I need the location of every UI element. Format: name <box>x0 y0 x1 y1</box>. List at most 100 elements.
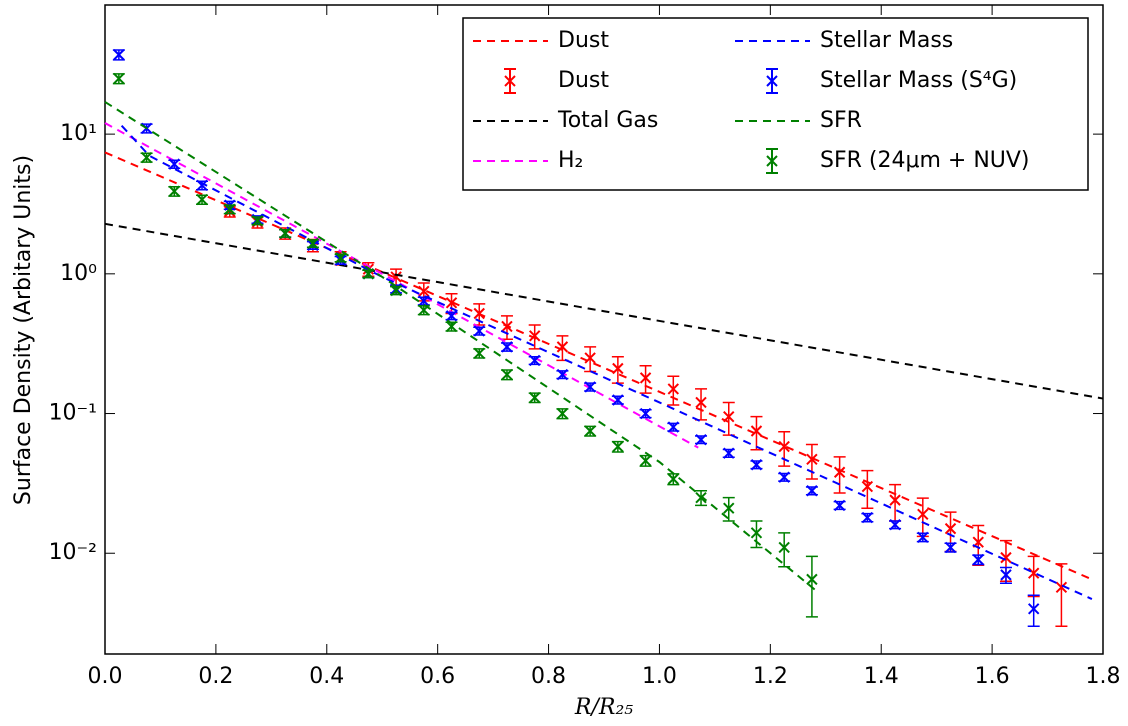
legend-label: Dust <box>558 28 609 53</box>
marker <box>806 485 818 497</box>
marker <box>307 237 319 250</box>
error-point <box>223 203 236 215</box>
error-point <box>445 320 458 333</box>
marker <box>972 553 984 566</box>
marker <box>750 425 763 437</box>
legend-label: SFR <box>820 108 862 133</box>
marker <box>695 491 707 504</box>
legend-label: Dust <box>558 68 609 93</box>
marker <box>418 295 430 307</box>
error-point <box>1027 555 1040 598</box>
legend-label: SFR (24μm + NUV) <box>820 148 1030 173</box>
error-point <box>417 282 430 302</box>
error-bar <box>750 415 763 451</box>
x-tick-label: 0.6 <box>420 664 455 689</box>
marker <box>556 407 569 420</box>
error-bar <box>695 388 708 421</box>
x-axis-label: R/R₂₅ <box>574 695 633 720</box>
x-tick-label: 1.4 <box>864 664 899 689</box>
marker <box>473 307 485 320</box>
error-point <box>639 454 652 467</box>
error-point <box>251 215 264 227</box>
marker <box>639 372 652 384</box>
marker <box>639 407 652 420</box>
error-point <box>500 341 513 353</box>
marker <box>445 297 458 309</box>
error-point <box>196 179 209 192</box>
model-line <box>104 122 699 449</box>
error-bar <box>778 532 791 568</box>
marker <box>528 391 541 404</box>
legend-swatch <box>766 68 778 94</box>
error-point <box>639 364 652 394</box>
error-point <box>944 541 957 554</box>
error-bar <box>1027 594 1040 628</box>
marker <box>833 499 846 512</box>
error-bar <box>861 469 874 509</box>
marker <box>556 341 569 353</box>
error-point <box>417 304 430 316</box>
error-point <box>639 407 652 420</box>
marker <box>889 494 901 506</box>
legend-swatch <box>504 68 516 94</box>
error-point <box>916 531 929 544</box>
marker <box>362 268 375 280</box>
marker <box>778 541 790 554</box>
x-tick-label: 0.4 <box>309 664 344 689</box>
error-point <box>722 401 735 436</box>
x-tick-label: 0.0 <box>88 664 123 689</box>
error-point <box>473 303 486 326</box>
x-tick-label: 1.0 <box>642 664 677 689</box>
marker <box>251 215 264 227</box>
x-tick-label: 1.8 <box>1086 664 1121 689</box>
error-point <box>778 532 791 568</box>
y-tick-label: 10¹ <box>60 121 97 146</box>
error-bar <box>805 555 818 618</box>
marker <box>279 227 291 240</box>
marker <box>113 72 125 85</box>
marker <box>1000 569 1012 581</box>
marker <box>695 433 707 446</box>
marker <box>584 352 596 364</box>
marker <box>528 330 541 342</box>
error-point <box>750 415 763 451</box>
error-point <box>695 388 708 421</box>
error-point <box>306 237 319 250</box>
model-line <box>120 124 1093 600</box>
marker <box>778 440 790 453</box>
y-tick-label: 10⁰ <box>60 261 97 286</box>
marker <box>418 285 430 297</box>
error-bar <box>639 364 652 394</box>
legend-box <box>462 17 1089 191</box>
marker <box>917 508 929 521</box>
error-point <box>445 310 458 322</box>
marker <box>584 381 596 393</box>
y-axis-label: Surface Density (Arbitary Units) <box>11 155 36 505</box>
marker <box>639 454 652 467</box>
plot-frame <box>104 4 1104 655</box>
marker <box>334 252 347 264</box>
marker <box>528 354 541 367</box>
marker <box>1027 567 1040 579</box>
marker <box>612 362 624 375</box>
marker <box>473 325 485 337</box>
error-bar <box>805 443 818 480</box>
error-point <box>778 471 791 483</box>
marker <box>1000 551 1012 564</box>
marker <box>445 320 458 333</box>
legend-label: H₂ <box>558 148 583 173</box>
error-bar <box>778 431 791 467</box>
error-point <box>112 72 125 85</box>
error-point <box>500 368 513 381</box>
error-point <box>722 496 735 522</box>
error-point <box>473 347 486 359</box>
marker <box>695 396 707 409</box>
error-point <box>473 325 486 337</box>
error-point <box>362 268 375 280</box>
error-point <box>334 252 347 264</box>
error-bar <box>611 355 624 384</box>
marker <box>168 158 181 170</box>
error-point <box>750 520 763 549</box>
